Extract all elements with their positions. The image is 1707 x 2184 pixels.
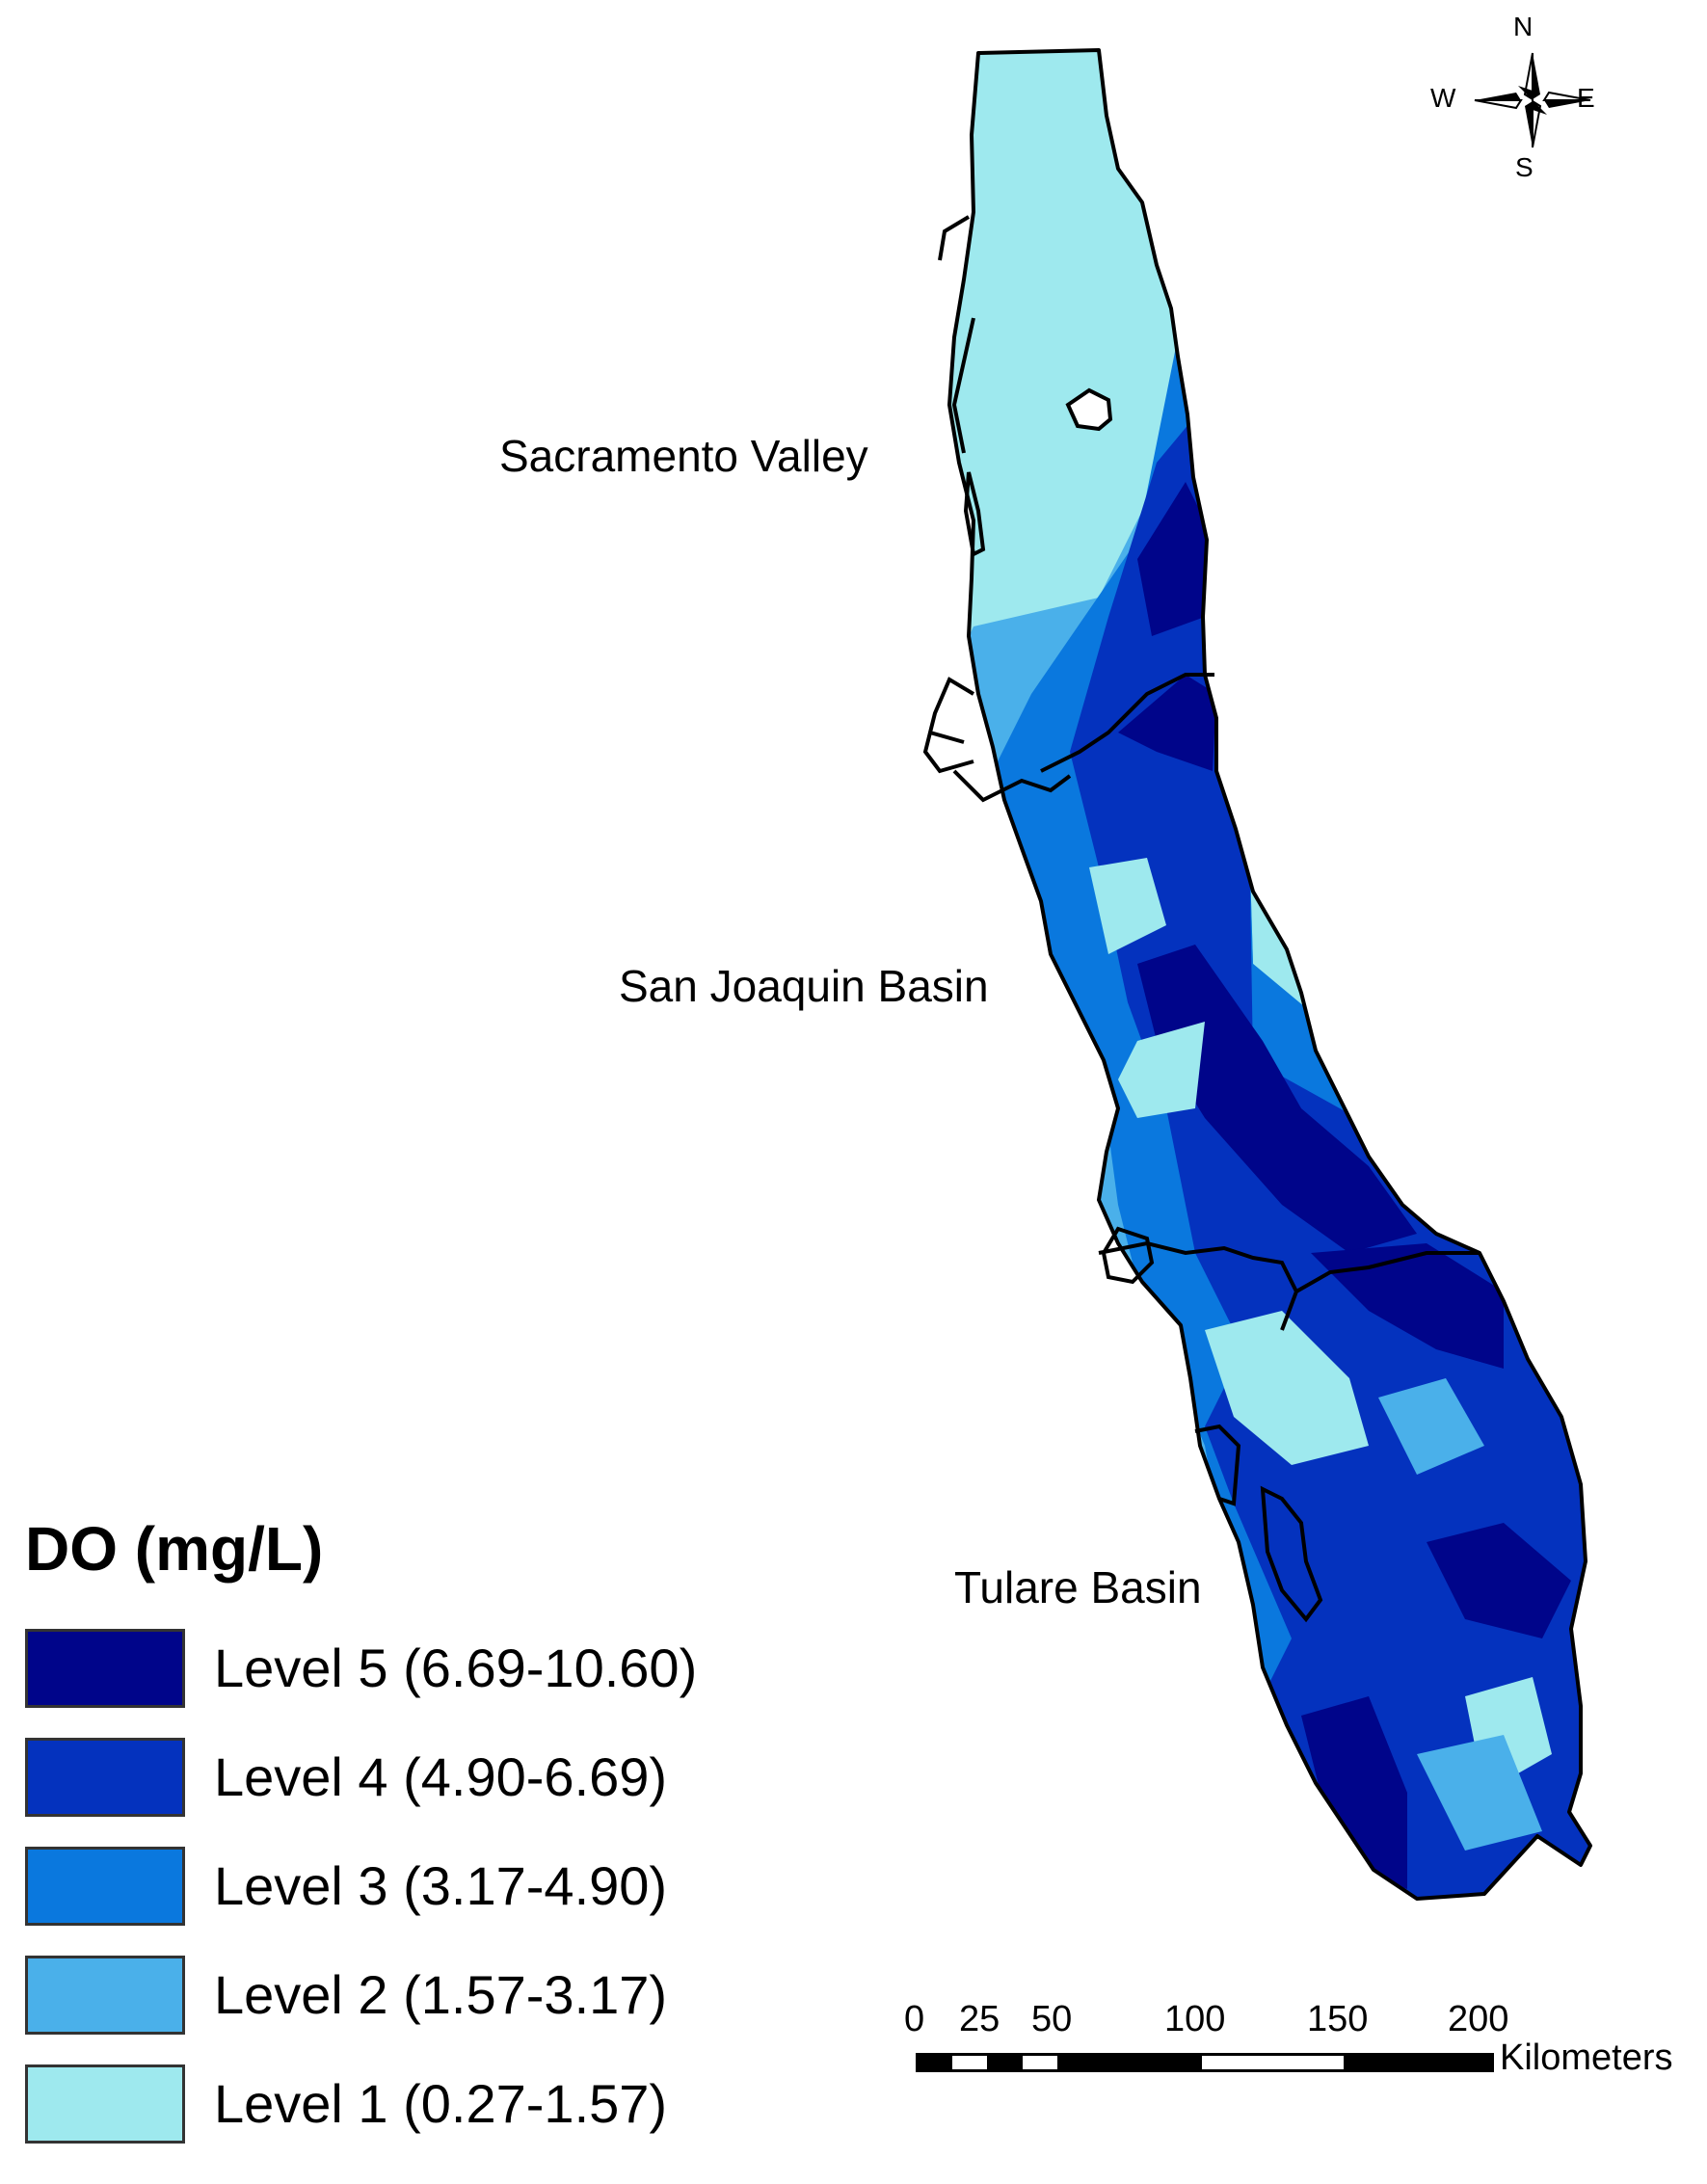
bay-outline [1101,1226,1155,1285]
lake-outline [963,471,986,557]
level-5-area [1137,482,1214,636]
scale-tick-label: 50 [1031,1999,1073,2039]
level-1-patch [1089,858,1166,954]
scale-unit-label: Kilometers [1500,2038,1673,2078]
scale-tick-label: 100 [1164,1999,1226,2039]
legend-label: Level 2 (1.57-3.17) [214,1964,668,2025]
scale-tick-label: 200 [1448,1999,1509,2039]
coastal-inlet-outline [938,215,975,454]
do-concentration-map [922,48,1592,1901]
region-label-sacramento: Sacramento Valley [499,431,868,481]
legend-item-level-3: Level 3 (3.17-4.90) [25,1831,697,1940]
western-fan-outline [1194,1424,1241,1506]
compass-north-label: N [1513,12,1534,41]
legend-title: DO (mg/L) [25,1514,324,1584]
legend: DO (mg/L) Level 5 (6.69-10.60) Level 4 (… [25,1513,697,2158]
level-5-area [1118,675,1216,771]
compass-rose-icon [1474,52,1591,148]
level-1-patch [1118,1022,1205,1118]
legend-swatch [25,1737,185,1817]
legend-label: Level 5 (6.69-10.60) [214,1638,698,1698]
region-label-tulare: Tulare Basin [954,1562,1202,1612]
legend-swatch [25,2064,185,2144]
legend-label: Level 1 (0.27-1.57) [214,2073,668,2134]
legend-swatch [25,1955,185,2035]
level-2-patch [1378,1378,1484,1475]
legend-swatch [25,1846,185,1926]
scale-tick-label: 150 [1307,1999,1369,2039]
scale-tick-label: 0 [904,1999,925,2039]
scale-tick-label: 25 [959,1999,1000,2039]
tulare-lakebed-outline [1260,1485,1323,1623]
level-5-area [1301,1696,1407,1889]
legend-item-level-4: Level 4 (4.90-6.69) [25,1722,697,1831]
region-label-san-joaquin: San Joaquin Basin [619,961,989,1011]
legend-item-level-1: Level 1 (0.27-1.57) [25,2049,697,2158]
sutter-buttes-outline [1065,387,1113,432]
sacramento-san-joaquin-boundary [1040,673,1214,773]
level-5-area [1311,1243,1504,1369]
level-5-area [1427,1523,1571,1638]
compass-east-label: E [1577,83,1595,113]
legend-item-level-2: Level 2 (1.57-3.17) [25,1940,697,2049]
legend-swatch [25,1628,185,1708]
legend-label: Level 3 (3.17-4.90) [214,1855,668,1916]
san-joaquin-tulare-boundary [1098,1240,1480,1331]
legend-label: Level 4 (4.90-6.69) [214,1746,668,1807]
compass-west-label: W [1430,83,1456,113]
legend-item-level-5: Level 5 (6.69-10.60) [25,1613,697,1722]
scale-bar [916,2053,1494,2072]
level-1-patch [1205,1311,1369,1465]
level-5-area [1137,945,1417,1253]
level-2-patch [1417,1735,1542,1851]
delta-outline [922,677,1072,803]
compass-south-label: S [1515,152,1534,182]
